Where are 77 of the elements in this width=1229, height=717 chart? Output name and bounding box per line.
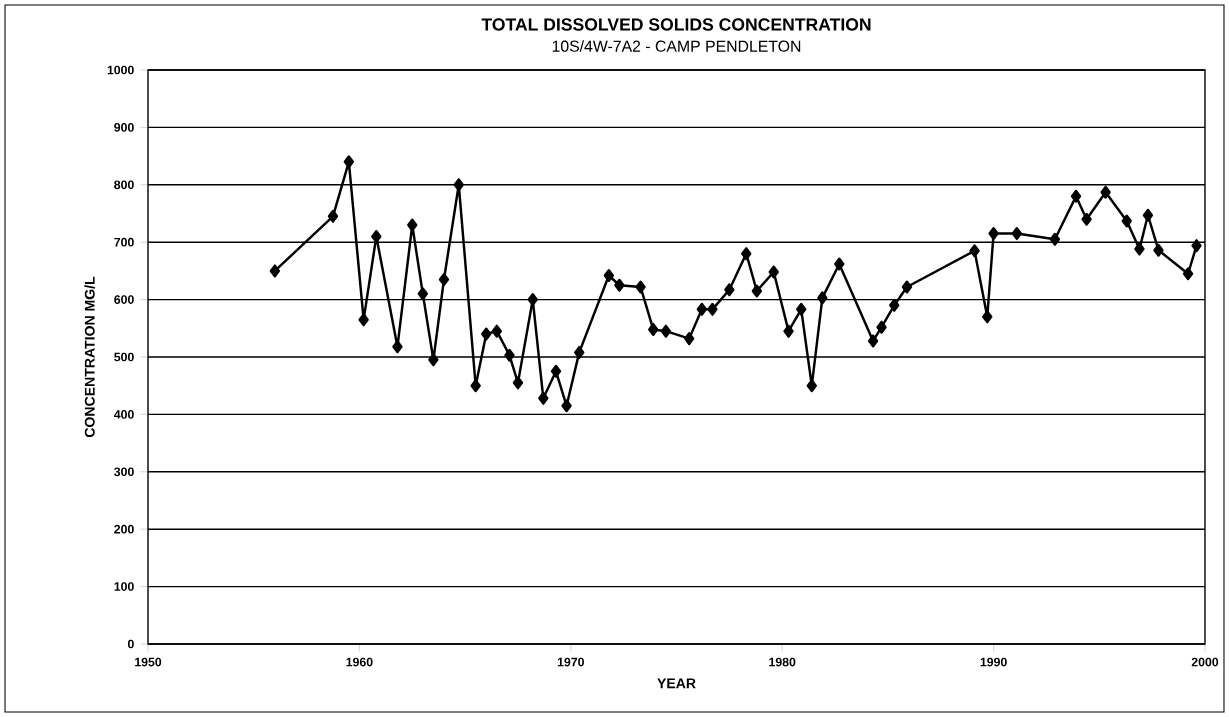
point [796,302,807,316]
point [696,302,708,316]
chart-subtitle: 10S/4W-7A2 - CAMP PENDLETON [552,40,801,52]
point [561,399,572,413]
point [1070,189,1082,203]
point [504,348,515,362]
point [417,287,429,301]
point [1049,232,1061,246]
point [407,218,418,232]
y-tick-label: 400 [113,410,134,419]
y-tick-label: 100 [114,582,134,591]
point [683,332,695,346]
point [1100,185,1111,199]
x-tick-label: 1980 [769,657,796,667]
y-tick-label: 0 [127,639,134,649]
point [901,280,913,294]
point [768,265,779,279]
point [867,334,879,348]
y-tick-label: 600 [114,295,134,304]
point [648,322,659,336]
point [889,298,900,312]
point [969,244,980,258]
point [438,273,450,286]
point [1134,242,1145,256]
point [371,229,382,243]
point [988,227,999,241]
x-tick-label: 2000 [1191,657,1219,667]
point [1011,227,1023,241]
point [428,353,439,367]
point [876,320,887,334]
point [470,379,481,393]
point [741,247,752,261]
point [538,391,549,405]
y-tick-label: 900 [114,123,134,132]
point [817,291,828,305]
x-tick-label: 1960 [346,657,373,667]
chart-title: TOTAL DISSOLVED SOLIDS CONCENTRATION [481,18,871,31]
point [481,327,492,341]
point [614,278,625,292]
point [392,340,403,354]
point [1081,212,1092,226]
point [527,293,538,307]
point [1121,214,1132,228]
point [1191,239,1202,253]
point [574,345,585,359]
point [550,364,562,378]
point [724,283,735,297]
point [512,376,524,390]
point [783,324,794,338]
point [806,379,817,393]
x-axis-title: YEAR [657,678,696,689]
y-tick-label: 200 [114,524,134,534]
x-tick-label: 1950 [135,657,162,667]
point [603,268,615,282]
y-tick-label: 300 [114,467,134,477]
point [1182,267,1194,281]
y-axis-title: CONCENTRATION MG/L [84,276,95,438]
x-tick-label: 1990 [980,657,1007,667]
point [834,257,845,271]
point [327,209,339,223]
point [1142,208,1154,222]
point [751,284,763,298]
point [491,324,502,338]
point [269,264,281,278]
point [982,310,993,324]
point [453,178,464,192]
point [635,280,646,294]
y-tick-label: 800 [114,180,134,190]
y-tick-label: 500 [114,352,134,362]
x-tick-label: 1970 [557,657,584,667]
y-tick-label: 700 [114,237,134,247]
point [707,302,718,316]
point [660,324,672,338]
point [358,313,369,327]
point [343,155,355,169]
point [1153,243,1164,257]
y-tick-label: 1000 [107,65,134,75]
